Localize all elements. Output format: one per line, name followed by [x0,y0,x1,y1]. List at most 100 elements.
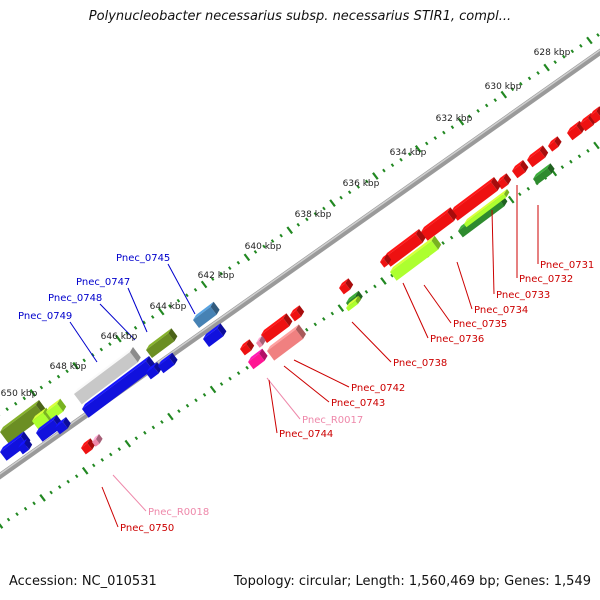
inner-ruler-tick [167,412,174,421]
leader-line [266,377,301,420]
inner-ruler-tick [0,523,4,529]
gene-label: Pnec_0731 [540,260,594,271]
gene-block-magenta-front [248,353,265,370]
gene-block [261,313,293,343]
gene-block-top [527,145,543,160]
gene-block-blue-front [146,367,159,380]
gene-block-lime-front [32,412,51,431]
gene-block-front [567,125,582,141]
gene-block-green-front [533,168,552,185]
gene-block-grey [74,347,141,405]
gene-block-magenta-top [248,348,263,362]
outer-ruler-tick [305,217,309,222]
outer-ruler-tick [365,179,369,184]
inner-ruler-tick [586,148,590,153]
gene-block-lime [46,398,67,420]
outer-ruler-tick [543,63,550,72]
outer-ruler-tick [536,71,540,75]
gene-label: Pnec_0747 [76,277,130,288]
outer-ruler-tick [493,98,497,102]
ruler-label: 642 kbp [198,271,235,281]
gene-block-end [539,145,549,158]
outer-ruler-tick [527,76,532,81]
outer-ruler-tick [399,157,403,162]
outer-ruler-tick [13,401,18,406]
inner-ruler-tick [32,501,36,506]
inner-ruler-tick [364,289,369,294]
gene-block-olive [146,328,178,358]
gene-block-top [81,438,91,448]
gene-block-front [81,443,93,455]
inner-ruler-tick [15,512,19,517]
leader-line [69,321,98,363]
ruler-label: 644 kbp [150,302,187,312]
outer-ruler-tick [467,114,472,119]
gene-block-olive-end [168,328,178,342]
gene-block-top [380,254,387,262]
inner-ruler-tick [81,466,89,475]
leader-line [283,365,330,403]
outer-ruler-tick [414,145,422,153]
gene-block-front [339,283,351,295]
inner-ruler-tick [245,365,249,370]
gene-label: Pnec_0742 [351,383,405,394]
outer-ruler-tick [382,168,386,173]
outer-ruler-tick [500,90,508,99]
outer-ruler-tick [286,226,293,235]
gene-block-lime [390,235,442,281]
inner-ruler-tick [49,490,53,495]
gene-labels: Pnec_0731 Pnec_0732 Pnec_0733 Pnec_0734 Pnec… [18,253,594,534]
outer-ruler-tick [519,81,523,86]
gene-label: Pnec_0734 [474,305,528,316]
inner-ruler-tick [185,403,190,408]
gene-block-blue-front [55,422,68,435]
gene-block-top [451,177,494,212]
inner-ruler-tick [117,447,122,451]
inner-ruler-tick [228,376,232,381]
ruler-label: 630 kbp [485,82,522,92]
outer-ruler-tick [48,380,52,384]
inner-ruler-tick [236,371,241,376]
gene-block-lime-front [346,300,358,312]
gene-block-end [576,120,585,133]
gene-block-blue [18,438,33,455]
gene-block [590,106,600,124]
gene-block-steelblue-top [193,301,214,320]
gene-block-end [596,106,600,116]
gene-block-steelblue [193,301,220,328]
gene-block-blue-top [158,352,173,366]
map-title: Polynucleobacter necessarius subsp. nece… [88,9,512,24]
gene-block-front [261,318,290,343]
gene-block-rrna-top [256,335,263,343]
inner-ruler-tick [518,192,522,197]
outer-ruler-tick [442,130,446,135]
gene-block-top [567,120,580,133]
leader-line [423,284,452,324]
outer-ruler-tick [372,172,379,180]
gene-block-lime [464,189,510,228]
gene-block-top [590,106,600,116]
gene-label: Pnec_0732 [519,274,573,285]
inner-ruler-tick [194,398,198,403]
leader-line [167,263,196,315]
inner-ruler-tick [177,409,181,414]
outer-ruler-tick [339,195,343,200]
gene-block [81,438,96,455]
label-leaders [69,185,539,528]
outer-ruler-tick [219,271,223,276]
outer-ruler-tick [29,389,37,397]
gene-block-front [527,150,546,168]
gene-block-lime-front [46,403,64,420]
inner-ruler-tick [449,235,454,240]
gene-block-rrna-top [92,434,99,442]
outer-ruler-tick [99,347,104,352]
outer-ruler-tick [433,136,438,140]
outer-ruler-tick [561,54,566,59]
gene-label: Pnec_0744 [279,429,333,440]
gene-block-green-top [346,290,359,303]
gene-label: Pnec_R0018 [148,507,209,518]
outer-ruler-tick [407,152,412,157]
gene-block-top [497,173,507,183]
gene-block-end [384,254,392,265]
